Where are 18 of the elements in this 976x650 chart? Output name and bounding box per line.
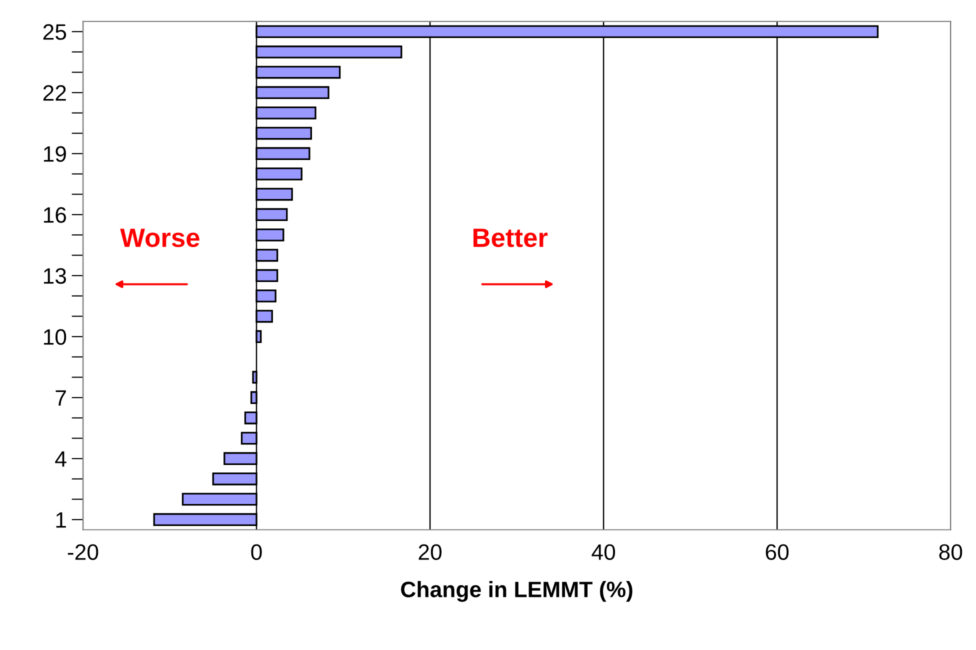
y-tick-label: 22 <box>43 85 66 101</box>
y-tick-label: 19 <box>44 146 66 162</box>
annotation: Better <box>473 228 548 248</box>
y-tick-label: 4 <box>55 451 66 467</box>
y-tick-label: 13 <box>44 268 66 284</box>
x-tick-label: 40 <box>592 544 616 560</box>
y-tick-label: 16 <box>44 207 66 223</box>
x-axis-title: Change in LEMMT (%) <box>401 581 632 602</box>
x-tick-label: 0 <box>251 544 262 560</box>
x-tick-label: 60 <box>766 544 789 560</box>
y-tick-label: 10 <box>44 329 66 345</box>
x-tick-label: 20 <box>418 544 442 560</box>
x-tick-label: 80 <box>939 544 962 560</box>
y-tick-label: 1 <box>56 512 66 528</box>
x-tick-label: -20 <box>68 544 98 560</box>
annotation: Worse <box>120 228 200 248</box>
y-tick-label: 25 <box>43 24 66 40</box>
y-tick-label: 7 <box>56 390 66 406</box>
